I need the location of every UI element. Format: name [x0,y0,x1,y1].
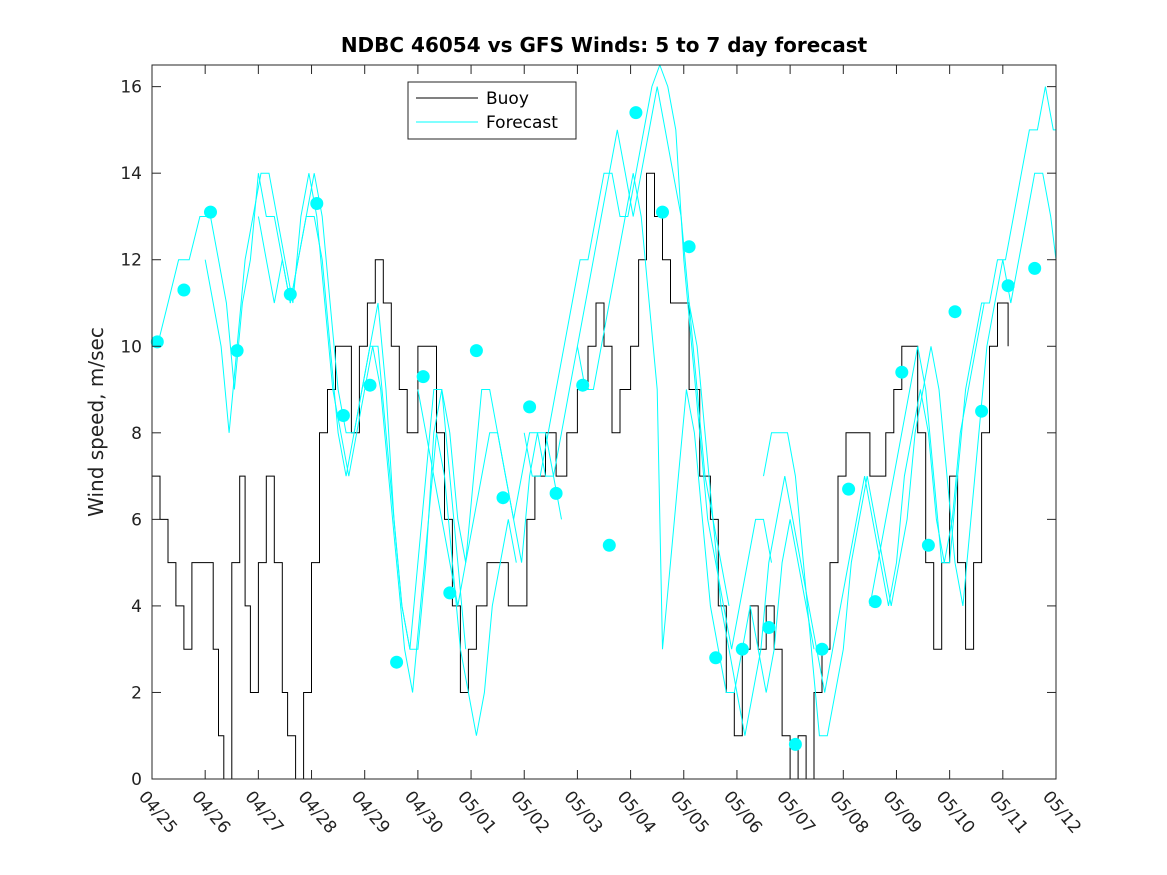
forecast-marker-29 [921,538,935,552]
legend: Buoy Forecast [407,81,577,140]
axes-frame [151,64,1057,780]
forecast-series-line-9 [869,86,1056,606]
y-axis-ticks: 0 2 4 6 8 10 12 14 16 [120,78,1056,790]
forecast-marker-26 [842,482,856,496]
forecast-series-line-5 [523,65,772,650]
forecast-marker-32 [1001,279,1015,293]
y-tick-label: 14 [120,164,142,184]
forecast-marker-18 [629,106,643,120]
forecast-series-line-8 [763,172,1056,737]
forecast-marker-22 [735,642,749,656]
y-axis-label: Wind speed, m/sec [84,327,108,517]
legend-box [407,81,577,140]
y-tick-label: 6 [131,510,142,530]
legend-label-forecast: Forecast [486,113,558,133]
forecast-marker-5 [283,287,297,301]
forecast-marker-25 [815,642,829,656]
chart-title: NDBC 46054 vs GFS Winds: 5 to 7 day fore… [341,33,868,57]
forecast-marker-12 [469,344,483,358]
forecast-marker-15 [549,486,563,500]
forecast-series-line-6 [576,173,815,693]
forecast-marker-30 [948,305,962,319]
forecast-marker-20 [682,240,696,254]
forecast-marker-layer [150,106,1042,751]
y-tick-label: 16 [120,78,142,98]
forecast-marker-11 [443,586,457,600]
forecast-marker-17 [602,538,616,552]
forecast-marker-23 [762,621,776,634]
forecast-marker-3 [204,205,217,219]
forecast-marker-31 [975,404,989,418]
forecast-marker-27 [868,595,882,609]
forecast-marker-13 [496,491,510,505]
forecast-marker-24 [788,737,802,751]
forecast-series-line-4 [417,86,730,606]
forecast-series-line-2 [204,172,517,736]
y-tick-label: 0 [131,770,142,790]
forecast-marker-19 [656,205,669,219]
forecast-marker-1 [150,335,164,349]
forecast-marker-14 [523,400,537,414]
forecast-marker-9 [390,655,404,669]
forecast-marker-8 [363,378,377,392]
forecast-series-line-7 [688,302,985,736]
plot-area [152,65,1056,779]
forecast-marker-33 [1028,261,1042,275]
forecast-marker-21 [709,651,723,665]
forecast-marker-4 [230,344,244,358]
y-tick-label: 4 [131,597,142,617]
legend-label-buoy: Buoy [486,89,529,109]
forecast-marker-28 [895,365,909,379]
forecast-series-line-1 [156,173,467,650]
y-tick-label: 10 [120,337,142,357]
y-tick-label: 2 [131,683,142,703]
forecast-marker-6 [310,197,324,210]
forecast-marker-2 [177,283,191,297]
forecast-marker-7 [336,409,350,422]
forecast-marker-16 [576,378,590,392]
y-tick-label: 12 [120,251,142,271]
forecast-marker-10 [416,370,430,384]
y-tick-label: 8 [131,424,142,444]
forecast-series-layer [156,65,1056,737]
